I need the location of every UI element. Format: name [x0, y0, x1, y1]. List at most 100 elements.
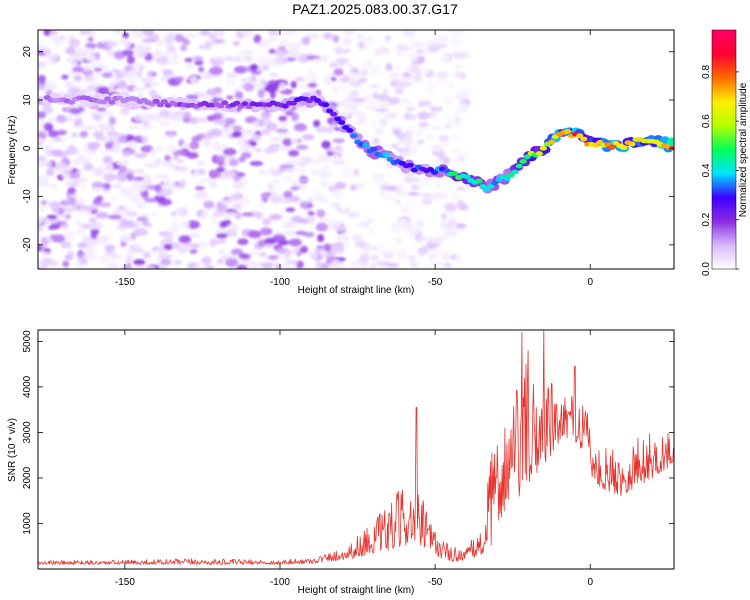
spectrogram-noise-blob — [310, 169, 320, 177]
spectrogram-noise-blob — [183, 111, 191, 120]
spectrogram-noise-blob — [232, 55, 243, 63]
spectrogram-noise-blob — [374, 127, 384, 135]
spectrogram-noise-blob — [397, 249, 407, 258]
spectrogram-noise-blob — [382, 88, 389, 95]
spectrogram-noise-blob — [62, 149, 76, 155]
spectrogram-noise-blob — [88, 30, 97, 37]
spectrogram-noise-blob — [407, 191, 420, 197]
spectrogram-noise-blob — [84, 124, 98, 131]
spectrogram-noise-blob — [287, 50, 302, 58]
spectrogram-noise-blob — [118, 133, 128, 143]
spectrogram-noise-blob — [194, 60, 204, 66]
spectrogram-noise-blob — [402, 72, 412, 78]
spectrogram-noise-blob — [104, 244, 116, 252]
spectrogram-noise-blob — [53, 136, 62, 142]
spectrogram-ridge-blob — [104, 96, 112, 102]
spectrogram-noise-blob — [216, 259, 223, 265]
spectrogram-noise-blob — [332, 190, 343, 199]
spectrogram-noise-blob — [159, 120, 170, 127]
spectrogram-ridge-blob — [100, 99, 108, 105]
spectrogram-noise-blob — [167, 181, 177, 191]
spectrogram-noise-blob — [423, 112, 430, 120]
spectrogram-noise-blob — [294, 158, 306, 164]
spectrogram-noise-blob — [73, 74, 83, 82]
spectrogram-noise-blob — [343, 30, 355, 37]
spectrogram-noise-blob — [389, 112, 399, 118]
spectrogram-noise-blob — [83, 165, 92, 171]
spectrogram-noise-blob — [333, 68, 344, 76]
spectrogram-noise-blob — [45, 168, 55, 177]
spectrogram-ridge-blob — [430, 169, 439, 175]
spectrogram-noise-blob — [87, 36, 94, 42]
spectrogram-noise-blob — [93, 167, 105, 177]
spectrogram-noise-blob — [209, 215, 217, 220]
spectrogram-noise-blob — [209, 238, 218, 247]
colorbar-gradient — [711, 29, 737, 270]
spectrogram-noise-blob — [186, 220, 200, 229]
spectrogram-noise-blob — [121, 151, 133, 157]
spectrogram-noise-blob — [264, 147, 275, 154]
spectrogram-noise-blob — [88, 217, 98, 224]
spectrogram-noise-blob — [316, 245, 324, 250]
spectrogram-noise-blob — [215, 238, 227, 244]
spectrogram-noise-blob — [103, 110, 115, 119]
spectrogram-ridge-blob — [608, 145, 616, 150]
spectrogram-noise-blob — [339, 206, 347, 212]
spectrogram-noise-blob — [38, 243, 43, 252]
spectrogram-noise-blob — [65, 177, 75, 185]
spectrogram-noise-blob — [191, 136, 200, 142]
spectrogram-noise-blob — [395, 89, 403, 95]
spectrogram-noise-blob — [322, 32, 334, 40]
spectrogram-noise-blob — [261, 38, 269, 47]
spectrogram-noise-blob — [268, 255, 279, 260]
spectrogram-noise-blob — [320, 54, 330, 62]
spectrogram-noise-blob — [428, 112, 437, 119]
spectrogram-noise-blob — [180, 220, 190, 230]
spectrogram-noise-blob — [93, 115, 102, 121]
spectrogram-noise-blob — [38, 180, 46, 188]
spectrogram-noise-blob — [38, 160, 47, 168]
spectrogram-x-axis-label: Height of straight line (km) — [298, 285, 415, 296]
spectrogram-noise-blob — [82, 69, 94, 77]
spectrogram-noise-blob — [225, 72, 239, 79]
spectrogram-noise-blob — [268, 48, 276, 54]
spectrogram-noise-blob — [160, 187, 173, 197]
spectrogram-noise-blob — [302, 134, 315, 141]
spectrogram-noise-blob — [166, 45, 177, 54]
spectrogram-noise-blob — [455, 38, 463, 47]
spectrogram-noise-blob — [126, 211, 139, 217]
spectrogram-noise-blob — [151, 51, 163, 59]
spectrogram-noise-blob — [233, 40, 241, 47]
spectrogram-noise-blob — [353, 168, 360, 177]
spectrogram-noise-blob — [95, 195, 104, 201]
spectrogram-noise-blob — [395, 132, 406, 140]
spectrogram-noise-blob — [196, 160, 205, 166]
spectrogram-noise-blob — [244, 263, 257, 269]
spectrogram-noise-blob — [56, 212, 68, 221]
spectrogram-noise-blob — [454, 256, 464, 264]
spectrogram-y-ticks: -20 -10 0 10 20 — [22, 46, 674, 252]
spectrogram-noise-blob — [455, 223, 467, 229]
snr-series-line — [38, 330, 674, 565]
spectrogram-noise-blob — [223, 170, 230, 179]
spectrogram-noise-blob — [271, 179, 281, 185]
spectrogram-noise-blob — [60, 240, 72, 249]
spectrogram-noise-blob — [279, 82, 286, 91]
spectrogram-noise-blob — [200, 211, 208, 220]
spectrogram-x-tick-label: -100 — [270, 277, 290, 288]
spectrogram-noise-blob — [221, 211, 229, 219]
spectrogram-noise-blob — [436, 71, 449, 79]
spectrogram-noise-blob — [209, 66, 223, 76]
spectrogram-noise-blob — [435, 158, 444, 167]
spectrogram-noise-blob — [379, 118, 388, 127]
spectrogram-noise-blob — [78, 123, 86, 131]
spectrogram-noise-blob — [444, 98, 453, 105]
spectrogram-noise-blob — [275, 50, 285, 59]
spectrogram-x-tick-label: -50 — [428, 277, 443, 288]
spectrogram-ridge-blob — [487, 183, 495, 189]
spectrogram-noise-blob — [209, 171, 222, 179]
spectrogram-y-tick-label: -10 — [22, 189, 33, 204]
spectrogram-noise-blob — [339, 232, 347, 241]
spectrogram-noise-blob — [124, 255, 133, 264]
spectrogram-noise-blob — [408, 147, 418, 156]
